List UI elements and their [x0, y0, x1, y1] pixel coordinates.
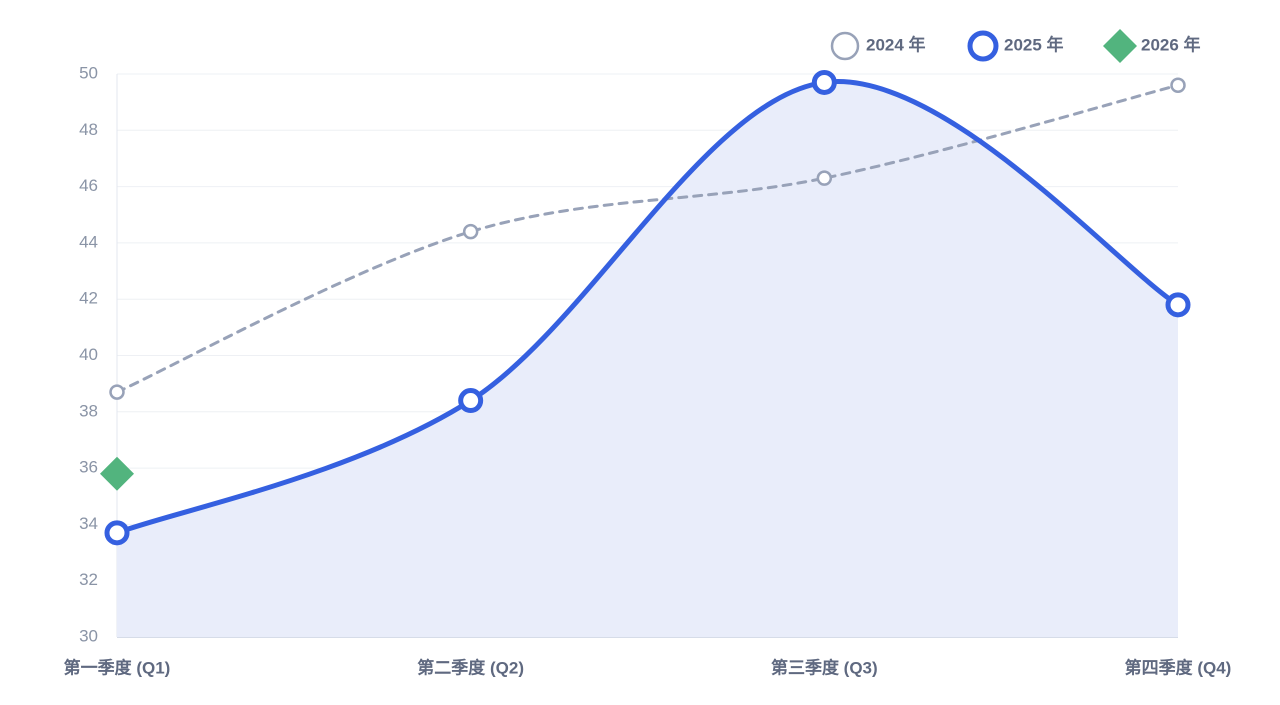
series-line [114, 79, 1181, 536]
legend-icon [830, 31, 860, 61]
y-tick-label: 44 [79, 232, 98, 251]
y-tick-label: 48 [79, 120, 98, 139]
point-marker [109, 384, 125, 400]
area [117, 81, 1178, 638]
y-tick-label: 40 [79, 345, 98, 364]
legend-label: 2026 年 [1141, 34, 1201, 54]
point-marker [816, 170, 833, 186]
y-tick-label: 30 [79, 626, 98, 645]
y-tick-label: 32 [79, 570, 98, 589]
legend-icon [967, 30, 999, 62]
y-tick-label: 50 [79, 63, 98, 82]
x-tick-label: 第三季度 (Q3) [771, 657, 878, 677]
y-tick-label: 34 [79, 514, 98, 533]
point-marker [104, 520, 130, 546]
y-tick-label: 46 [79, 176, 98, 195]
point-marker [458, 388, 484, 414]
y-tick-label: 38 [79, 401, 98, 420]
y-tick-label: 42 [79, 289, 98, 308]
x-tick-label: 第一季度 (Q1) [64, 657, 171, 677]
y-tick-label: 36 [79, 458, 98, 477]
point-marker [1170, 77, 1186, 94]
point-marker [1165, 292, 1191, 318]
point-marker [462, 223, 479, 240]
legend-label: 2025 年 [1004, 34, 1064, 54]
point-marker [811, 69, 837, 95]
legend-label: 2024 年 [866, 34, 926, 54]
x-tick-label: 第四季度 (Q4) [1125, 657, 1232, 677]
x-tick-label: 第二季度 (Q2) [417, 657, 524, 677]
point-marker [100, 456, 134, 491]
legend-icon [1103, 29, 1137, 63]
series-line [115, 83, 1180, 394]
